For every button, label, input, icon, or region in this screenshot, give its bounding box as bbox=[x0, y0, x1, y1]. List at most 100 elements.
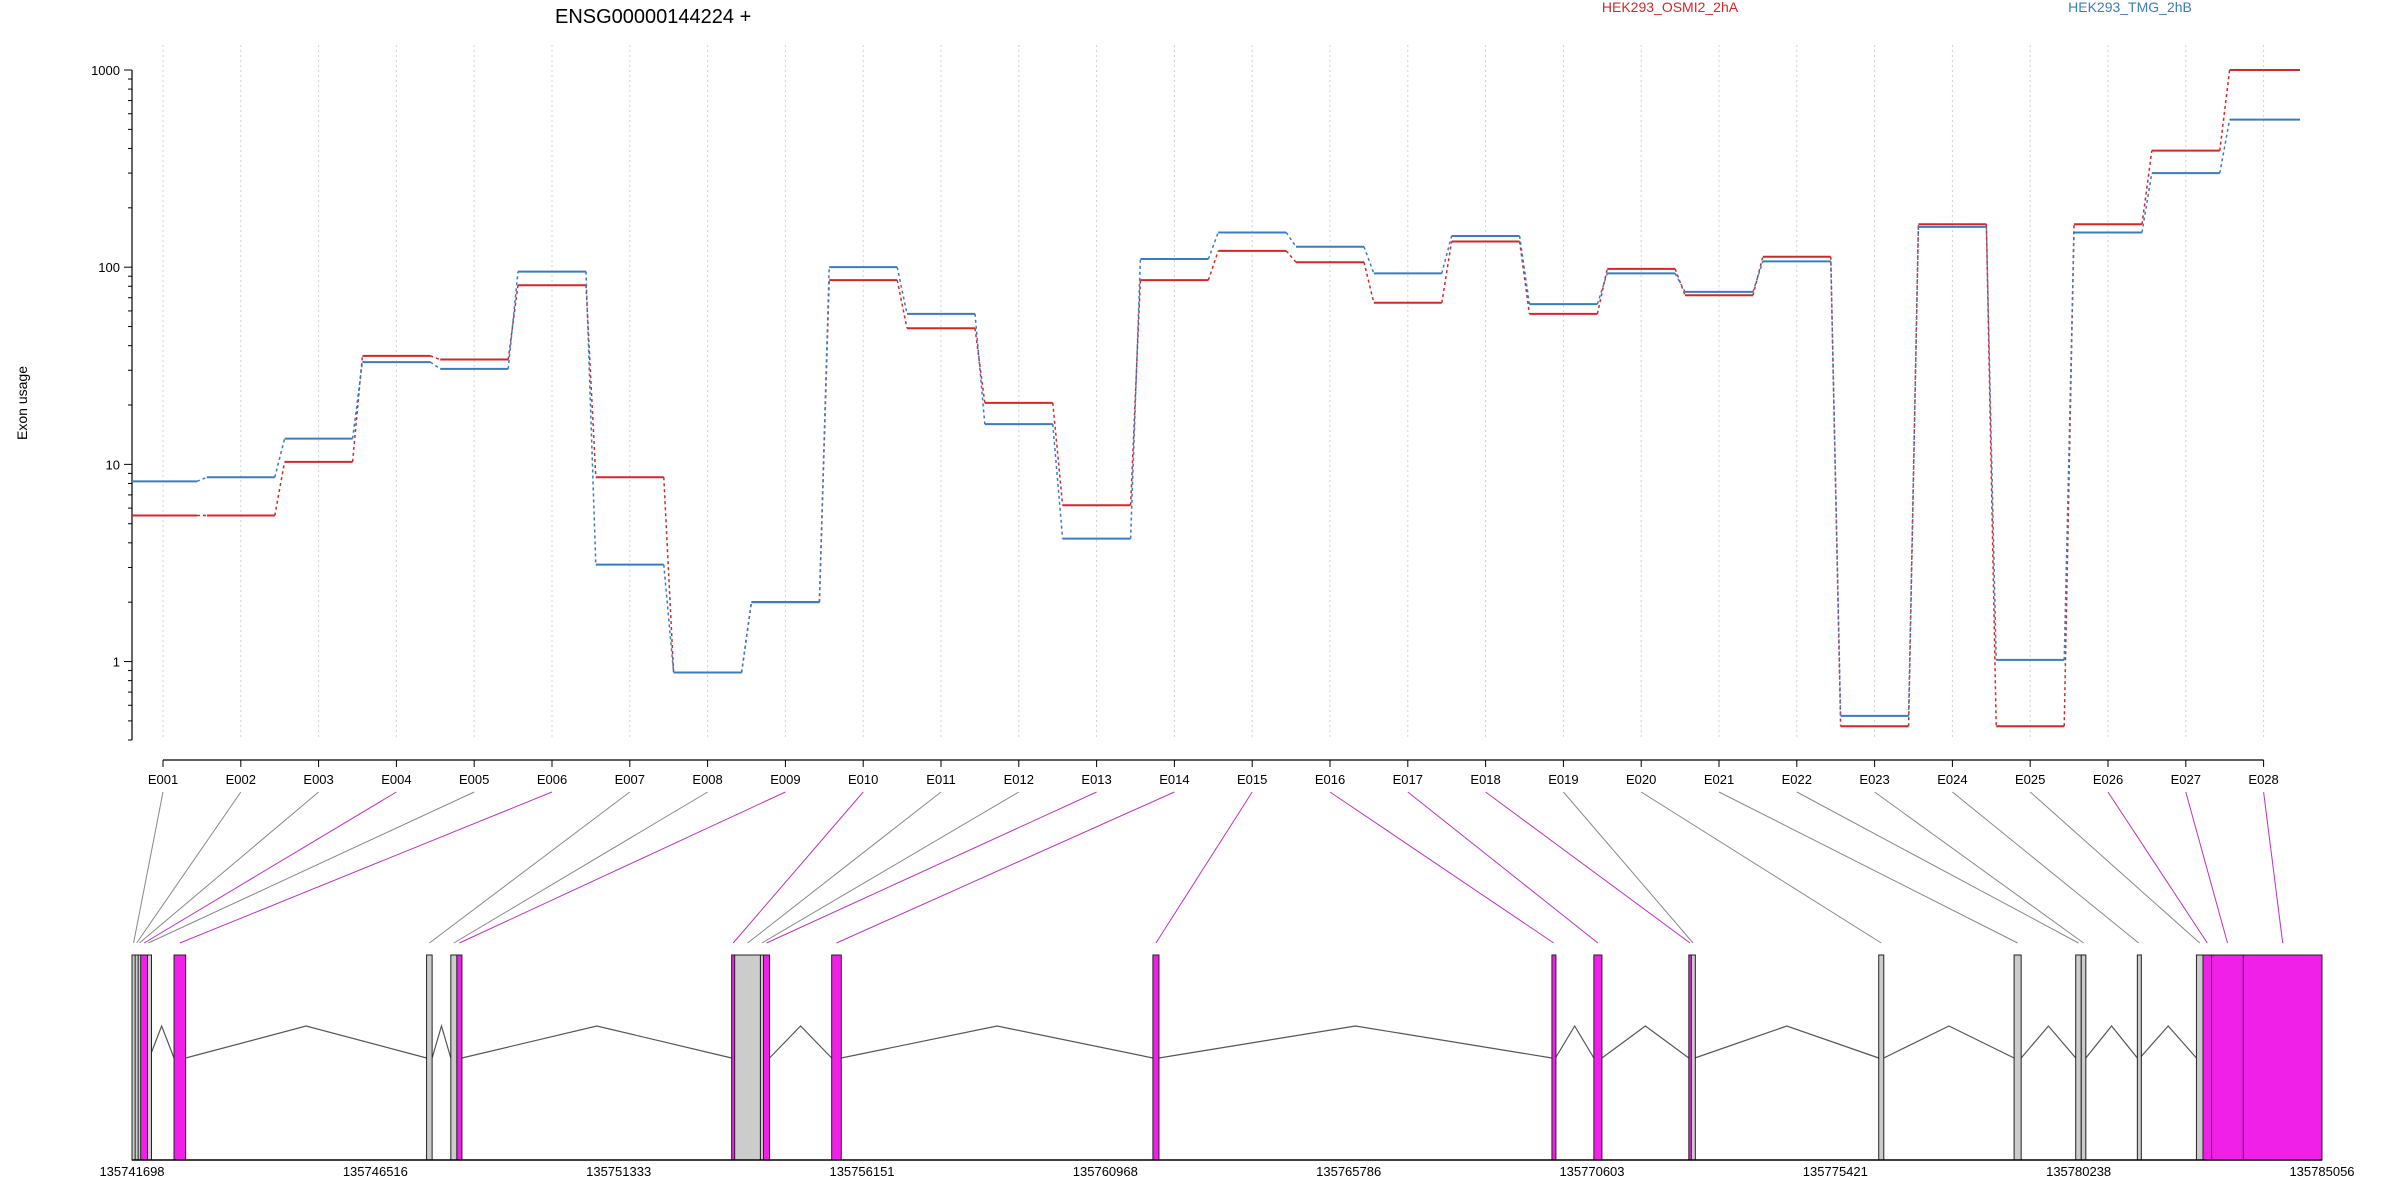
exon-E014 bbox=[831, 954, 842, 1161]
series-connector bbox=[818, 267, 830, 603]
y-tick-label: 10 bbox=[106, 457, 120, 472]
coordinate-label: 135785056 bbox=[2289, 1164, 2354, 1179]
connector-E002 bbox=[136, 791, 242, 944]
connector-E017 bbox=[1407, 791, 1599, 944]
series-connector bbox=[896, 267, 908, 314]
exon-E028 bbox=[2242, 954, 2323, 1161]
series-connector bbox=[1596, 268, 1608, 314]
intron bbox=[2085, 1025, 2138, 1059]
coordinate-label: 135770603 bbox=[1559, 1164, 1624, 1179]
connector-E013 bbox=[766, 791, 1097, 944]
x-tick-label: E024 bbox=[1937, 772, 1967, 787]
y-axis: 1 10 100 1000 bbox=[91, 63, 133, 741]
x-tick-label: E016 bbox=[1315, 772, 1345, 787]
series-connector bbox=[429, 361, 441, 370]
series-connector bbox=[1752, 261, 1764, 293]
series-connector bbox=[2141, 172, 2153, 233]
series-connector bbox=[663, 564, 675, 673]
series-connector bbox=[2219, 119, 2231, 174]
coordinate-label: 135760968 bbox=[1073, 1164, 1138, 1179]
connector-E006 bbox=[179, 791, 553, 944]
connector-E019 bbox=[1563, 791, 1694, 944]
exon-E004 bbox=[140, 954, 149, 1161]
x-tick-label: E018 bbox=[1470, 772, 1500, 787]
exon-E022 bbox=[2075, 954, 2082, 1161]
exon-E009 bbox=[456, 954, 463, 1161]
coordinate-label: 135780238 bbox=[2046, 1164, 2111, 1179]
x-tick-label: E021 bbox=[1704, 772, 1734, 787]
series-connector bbox=[1129, 258, 1142, 539]
exon-E006 bbox=[173, 954, 187, 1161]
series-connector bbox=[663, 477, 675, 673]
y-tick-label: 1 bbox=[113, 655, 120, 670]
x-tick-label: E008 bbox=[692, 772, 722, 787]
connector-E012 bbox=[761, 791, 1020, 944]
legend: HEK293_OSMI2_2hA HEK293_TMG_2hB bbox=[1602, 0, 2192, 15]
x-tick-label: E005 bbox=[459, 772, 489, 787]
x-tick-label: E007 bbox=[615, 772, 645, 787]
coordinate-label: 135741698 bbox=[99, 1164, 164, 1179]
y-axis-label: Exon usage bbox=[14, 366, 30, 440]
series-connector bbox=[585, 271, 597, 565]
exon-connector-lines bbox=[133, 791, 2284, 944]
exon-E015 bbox=[1152, 954, 1160, 1161]
x-tick-label: E028 bbox=[2248, 772, 2278, 787]
exon-E008 bbox=[450, 954, 458, 1161]
intron bbox=[2139, 1025, 2197, 1059]
series-connector bbox=[351, 362, 364, 439]
intron bbox=[185, 1025, 427, 1059]
x-tick-label: E026 bbox=[2093, 772, 2123, 787]
intron bbox=[148, 1024, 175, 1059]
series-connector bbox=[1830, 261, 1842, 716]
x-tick-label: E003 bbox=[303, 772, 333, 787]
series-connector bbox=[1518, 235, 1531, 305]
exon-E017 bbox=[1593, 954, 1603, 1161]
gene-model bbox=[131, 954, 2323, 1161]
grid-lines bbox=[162, 45, 2265, 740]
series-connector bbox=[974, 313, 986, 425]
coordinate-label: 135746516 bbox=[343, 1164, 408, 1179]
exon-E024 bbox=[2136, 954, 2142, 1161]
series-connector bbox=[1441, 235, 1453, 274]
connector-E004 bbox=[143, 791, 397, 944]
connector-E018 bbox=[1485, 791, 1691, 944]
x-tick-label: E023 bbox=[1859, 772, 1889, 787]
x-tick-label: E015 bbox=[1237, 772, 1267, 787]
series-connector bbox=[430, 355, 441, 361]
x-tick-label: E011 bbox=[926, 772, 955, 787]
connector-E016 bbox=[1329, 791, 1554, 944]
intron bbox=[2020, 1025, 2077, 1059]
series-lines bbox=[132, 69, 2300, 728]
x-tick-label: E004 bbox=[381, 772, 411, 787]
x-tick-label: E001 bbox=[148, 772, 178, 787]
series-connector bbox=[1596, 273, 1608, 305]
coordinate-label: 135756151 bbox=[829, 1164, 894, 1179]
series-2 bbox=[132, 118, 2300, 717]
intron bbox=[1158, 1025, 1553, 1059]
series-connector bbox=[2219, 69, 2231, 151]
x-tick-label: E010 bbox=[848, 772, 878, 787]
connector-E008 bbox=[453, 791, 708, 944]
intron bbox=[769, 1025, 833, 1059]
exon-E023 bbox=[2080, 954, 2087, 1161]
connector-E023 bbox=[1874, 791, 2084, 944]
series-connector bbox=[1052, 424, 1064, 539]
coordinate-label: 135765786 bbox=[1316, 1164, 1381, 1179]
series-connector bbox=[1907, 226, 1920, 716]
x-axis: E001 E002 E003 E004 E005 E006 E007 E008 E009 E010… bbox=[148, 759, 2279, 787]
series-connector bbox=[2141, 150, 2153, 225]
connector-E020 bbox=[1640, 791, 1882, 944]
exon-E005 bbox=[147, 954, 153, 1161]
connector-E003 bbox=[139, 791, 319, 944]
series-connector bbox=[274, 438, 286, 478]
intron bbox=[431, 1023, 452, 1059]
genomic-coordinate-axis: 135741698 135746516 135751333 135756151 1357… bbox=[99, 1159, 2355, 1179]
series-connector bbox=[1285, 232, 1297, 248]
chart-title: ENSG00000144224 + bbox=[555, 6, 751, 28]
exon-E026 bbox=[2202, 954, 2213, 1161]
series-connector bbox=[974, 328, 986, 403]
series-connector bbox=[585, 285, 597, 478]
connector-E024 bbox=[1952, 791, 2139, 944]
connector-E025 bbox=[2029, 791, 2201, 944]
x-tick-label: E017 bbox=[1393, 772, 1423, 787]
